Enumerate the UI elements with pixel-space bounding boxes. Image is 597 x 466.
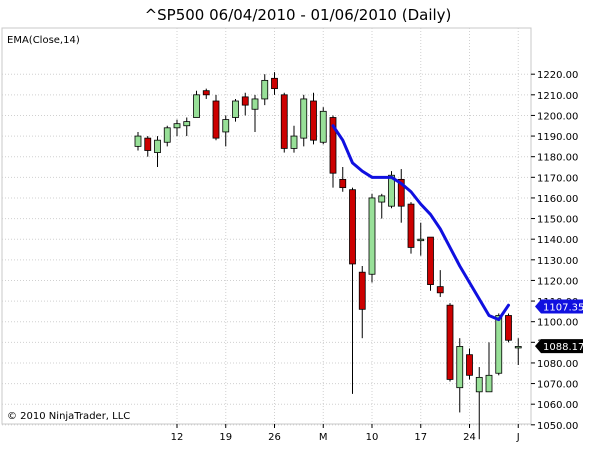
y-tick-label: 1080.00	[537, 359, 578, 370]
x-tick-label: J	[516, 432, 520, 443]
ema-price-marker-shape	[535, 299, 583, 314]
last-price-marker: 1088.17	[535, 339, 584, 354]
y-tick-label: 1130.00	[537, 256, 578, 267]
candle-body-down	[241, 96, 249, 106]
candle-body-up	[193, 94, 200, 118]
candle-body-down	[310, 100, 317, 141]
candle-body-down	[329, 117, 337, 174]
price-markers: 1107.35 1088.17	[535, 299, 584, 354]
candle-body-up	[222, 119, 230, 133]
candle-body-up	[134, 135, 142, 147]
y-tick-label: 1140.00	[537, 235, 578, 246]
last-price-marker-label: 1088.17	[543, 342, 584, 353]
chart-title: ^SP500 06/04/2010 - 01/06/2010 (Daily)	[145, 6, 452, 24]
y-tick-label: 1220.00	[537, 70, 578, 81]
y-tick-label: 1210.00	[537, 91, 578, 102]
y-tick-label: 1180.00	[537, 153, 578, 164]
y-tick-label: 1150.00	[537, 215, 578, 226]
candle-body-up	[388, 174, 395, 207]
y-tick-label: 1190.00	[537, 132, 578, 143]
candle-body-up	[173, 123, 181, 129]
candle-body-up	[232, 100, 239, 118]
candle-body-down	[407, 203, 415, 248]
candle-body-up	[417, 238, 425, 242]
x-tick-label: 10	[366, 432, 379, 443]
candle-body-up	[163, 127, 171, 143]
ema-price-marker: 1107.35	[535, 299, 584, 314]
y-axis: 1050.001060.001070.001080.001090.001100.…	[531, 70, 578, 432]
candle-bodies	[134, 77, 522, 393]
candle-body-up	[319, 110, 327, 143]
x-tick-label: 26	[268, 432, 281, 443]
y-tick-label: 1120.00	[537, 276, 578, 287]
y-tick-label: 1100.00	[537, 318, 578, 329]
candle-body-down	[427, 236, 434, 285]
candle-body-down	[280, 94, 288, 149]
candle-body-up	[485, 374, 493, 393]
last-price-marker-shape	[535, 339, 583, 354]
copyright-text: © 2010 NinjaTrader, LLC	[7, 411, 130, 422]
candle-body-down	[202, 90, 210, 96]
y-tick-label: 1050.00	[537, 421, 578, 432]
candle-body-up	[290, 135, 298, 149]
candle-body-down	[144, 137, 152, 151]
x-tick-label: 12	[171, 432, 184, 443]
y-tick-label: 1060.00	[537, 400, 578, 411]
candle-body-down	[397, 178, 405, 207]
candle-body-up	[495, 315, 503, 374]
candle-body-up	[456, 346, 464, 389]
candle-body-up	[154, 139, 161, 153]
candle-body-up	[368, 197, 376, 275]
candle-body-down	[505, 315, 512, 341]
candle-body-up	[378, 195, 386, 203]
candle-body-up	[475, 376, 483, 393]
candle-body-up	[261, 79, 269, 100]
y-tick-label: 1170.00	[537, 173, 578, 184]
candle-body-down	[349, 189, 356, 265]
candle-body-down	[446, 304, 454, 380]
candle-body-up	[183, 121, 191, 127]
candle-body-up	[300, 98, 308, 139]
ema-price-marker-label: 1107.35	[543, 303, 584, 314]
candle-body-down	[358, 271, 366, 310]
y-tick-label: 1200.00	[537, 111, 578, 122]
x-axis: 12 19 26 M 10 17 24 J	[171, 424, 520, 443]
y-tick-label: 1160.00	[537, 194, 578, 205]
ema-line	[331, 124, 510, 322]
x-tick-label: M	[319, 432, 328, 443]
y-tick-label: 1070.00	[537, 380, 578, 391]
candle-body-down	[212, 100, 220, 139]
candle-body-up	[251, 98, 259, 110]
x-tick-label: 24	[463, 432, 476, 443]
x-tick-label: 17	[414, 432, 427, 443]
x-tick-label: 19	[219, 432, 232, 443]
candle-body-down	[466, 354, 473, 376]
candle-body-down	[339, 178, 347, 189]
candle-body-down	[271, 77, 278, 90]
candle-body-down	[436, 286, 444, 294]
candle-body-up	[514, 346, 522, 349]
indicator-label: EMA(Close,14)	[7, 35, 80, 46]
